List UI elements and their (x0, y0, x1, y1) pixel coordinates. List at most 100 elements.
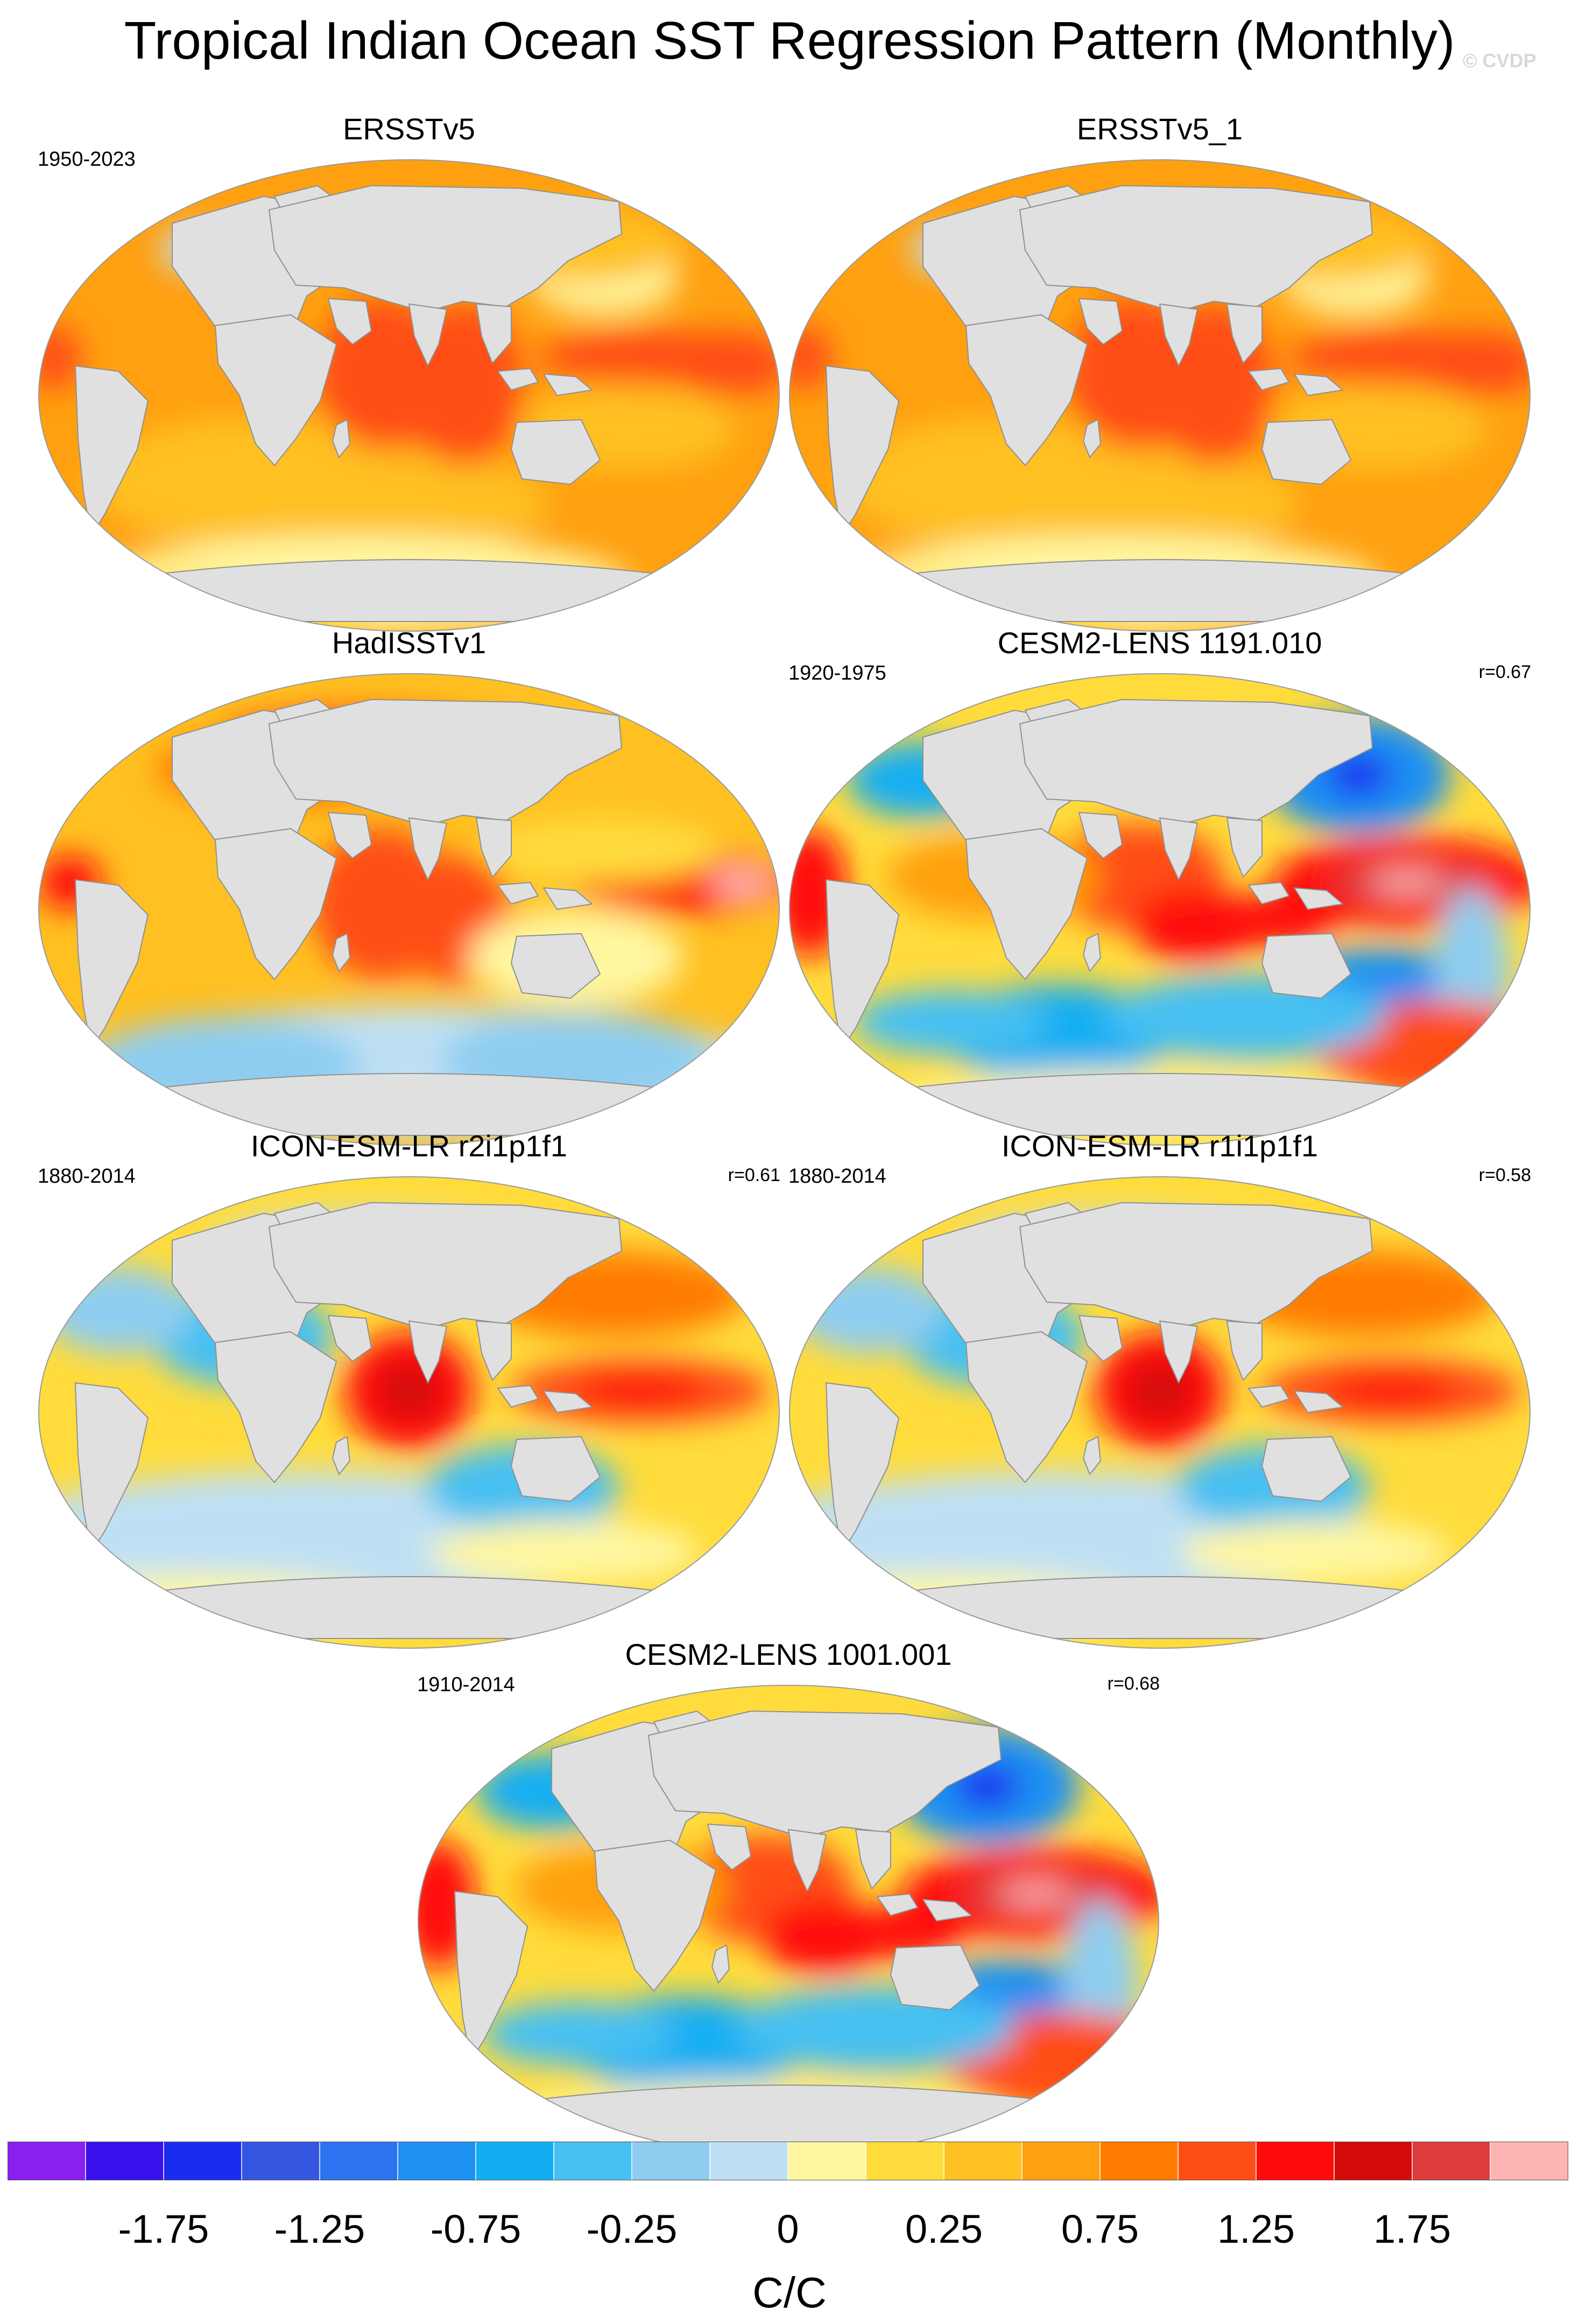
panel-title: CESM2-LENS 1001.001 (625, 1637, 952, 1671)
land-africa (965, 1331, 1088, 1483)
colorbar-tick-label: -1.75 (118, 2207, 209, 2251)
sst-field (39, 674, 779, 1145)
world-map (789, 159, 1531, 632)
land-maritime-continent (497, 1385, 593, 1413)
map-outline (38, 1176, 780, 1649)
land-arabia (707, 1824, 751, 1870)
land-africa (965, 828, 1088, 980)
colorbar-tick-label: 0 (777, 2207, 799, 2251)
panel-title: ICON-ESM-LR r2i1p1f1 (250, 1129, 568, 1163)
colorbar-swatch (788, 2142, 866, 2180)
colorbar-swatch (164, 2142, 242, 2180)
colorbar-swatch (554, 2142, 632, 2180)
land-maritime-continent (497, 368, 593, 396)
panel-title: HadISSTv1 (332, 626, 487, 660)
land-south-america (75, 1382, 149, 1553)
map-panel-icon-r2: ICON-ESM-LR r2i1p1f1 1880-2014 r=0.61 (38, 1127, 780, 1660)
land-madagascar (332, 933, 350, 972)
land-africa (215, 314, 337, 466)
land-india (408, 1320, 447, 1383)
land-indochina (855, 1829, 891, 1889)
land-maritime-continent (497, 882, 593, 910)
colorbar-swatch (1334, 2142, 1413, 2180)
land-australia (511, 1436, 601, 1502)
land-south-america (75, 879, 149, 1050)
colorbar-swatch (944, 2142, 1023, 2180)
land-madagascar (332, 419, 350, 458)
panel-correlation: r=0.67 (1478, 662, 1531, 682)
colorbar-swatch (476, 2142, 554, 2180)
land-australia (1261, 419, 1351, 485)
land-maritime-continent (1248, 882, 1343, 910)
cvdp-credit: © CVDP (1463, 50, 1536, 72)
world-map (38, 673, 780, 1146)
panel-period: 1950-2023 (38, 148, 136, 171)
colorbar-swatch (320, 2142, 398, 2180)
colorbar-swatch (710, 2142, 788, 2180)
colorbar-swatch (866, 2142, 944, 2180)
panel-period: 1920-1975 (788, 662, 886, 684)
land-australia (511, 933, 601, 999)
sst-field (39, 160, 779, 631)
land-madagascar (1083, 933, 1101, 972)
colorbar-tick-label: 0.25 (905, 2207, 983, 2251)
land-indochina (476, 817, 512, 878)
map-outline (789, 1176, 1531, 1649)
land-south-america (826, 879, 899, 1050)
colorbar (8, 2142, 1568, 2180)
world-map (38, 159, 780, 632)
land-arabia (1078, 1315, 1123, 1362)
land-south-america (454, 1891, 528, 2061)
map-outline (789, 159, 1531, 632)
land-indochina (1226, 817, 1263, 878)
panel-correlation: r=0.68 (1107, 1673, 1160, 1694)
land-india (1159, 303, 1198, 366)
colorbar-swatch (1490, 2142, 1568, 2180)
world-map (789, 1176, 1531, 1649)
colorbar-swatch (8, 2142, 86, 2180)
world-map (418, 1685, 1159, 2157)
land-madagascar (711, 1945, 730, 1983)
sst-field (39, 1177, 779, 1648)
map-panel-cesm2-1001: CESM2-LENS 1001.001 1910-2014 r=0.68 (417, 1636, 1160, 2168)
land-india (408, 817, 447, 880)
land-india (408, 303, 447, 366)
colorbar-swatch (242, 2142, 320, 2180)
land-africa (965, 314, 1088, 466)
colorbar-tick-label: 1.25 (1217, 2207, 1295, 2251)
colorbar-swatch (86, 2142, 164, 2180)
land-south-america (826, 365, 899, 536)
colorbar-swatch (1412, 2142, 1491, 2180)
land-maritime-continent (1248, 368, 1343, 396)
land-africa (215, 1331, 337, 1483)
world-map (789, 673, 1531, 1146)
colorbar-tick-label: 1.75 (1373, 2207, 1451, 2251)
panel-period: 1880-2014 (38, 1165, 136, 1188)
colorbar-swatch (1100, 2142, 1179, 2180)
land-madagascar (332, 1436, 350, 1475)
colorbar-tick-label: 0.75 (1061, 2207, 1139, 2251)
colorbar-tick-label: -1.25 (274, 2207, 365, 2251)
land-south-america (826, 1382, 899, 1553)
colorbar-swatch (398, 2142, 476, 2180)
colorbar-swatch (632, 2142, 710, 2180)
land-australia (1261, 1436, 1351, 1502)
colorbar-swatch (1256, 2142, 1335, 2180)
land-australia (511, 419, 601, 485)
map-panel-icon-r1: ICON-ESM-LR r1i1p1f1 1880-2014 r=0.58 (788, 1127, 1531, 1660)
land-indochina (1226, 303, 1263, 364)
land-maritime-continent (877, 1894, 972, 1922)
panel-period: 1910-2014 (417, 1673, 515, 1696)
land-india (788, 1829, 827, 1892)
map-panel-hadisst: HadISSTv1 (38, 624, 780, 1157)
panel-title: CESM2-LENS 1191.010 (997, 626, 1322, 660)
land-indochina (476, 303, 512, 364)
map-outline (38, 673, 780, 1146)
land-arabia (328, 298, 372, 345)
map-panel-ersstv5-1: ERSSTv5_1 (788, 110, 1531, 643)
land-australia (1261, 933, 1351, 999)
colorbar-tick-label: -0.25 (586, 2207, 678, 2251)
map-panel-cesm2-1191: CESM2-LENS 1191.010 1920-1975 r=0.67 (788, 624, 1531, 1157)
land-arabia (328, 1315, 372, 1362)
land-madagascar (1083, 419, 1101, 458)
